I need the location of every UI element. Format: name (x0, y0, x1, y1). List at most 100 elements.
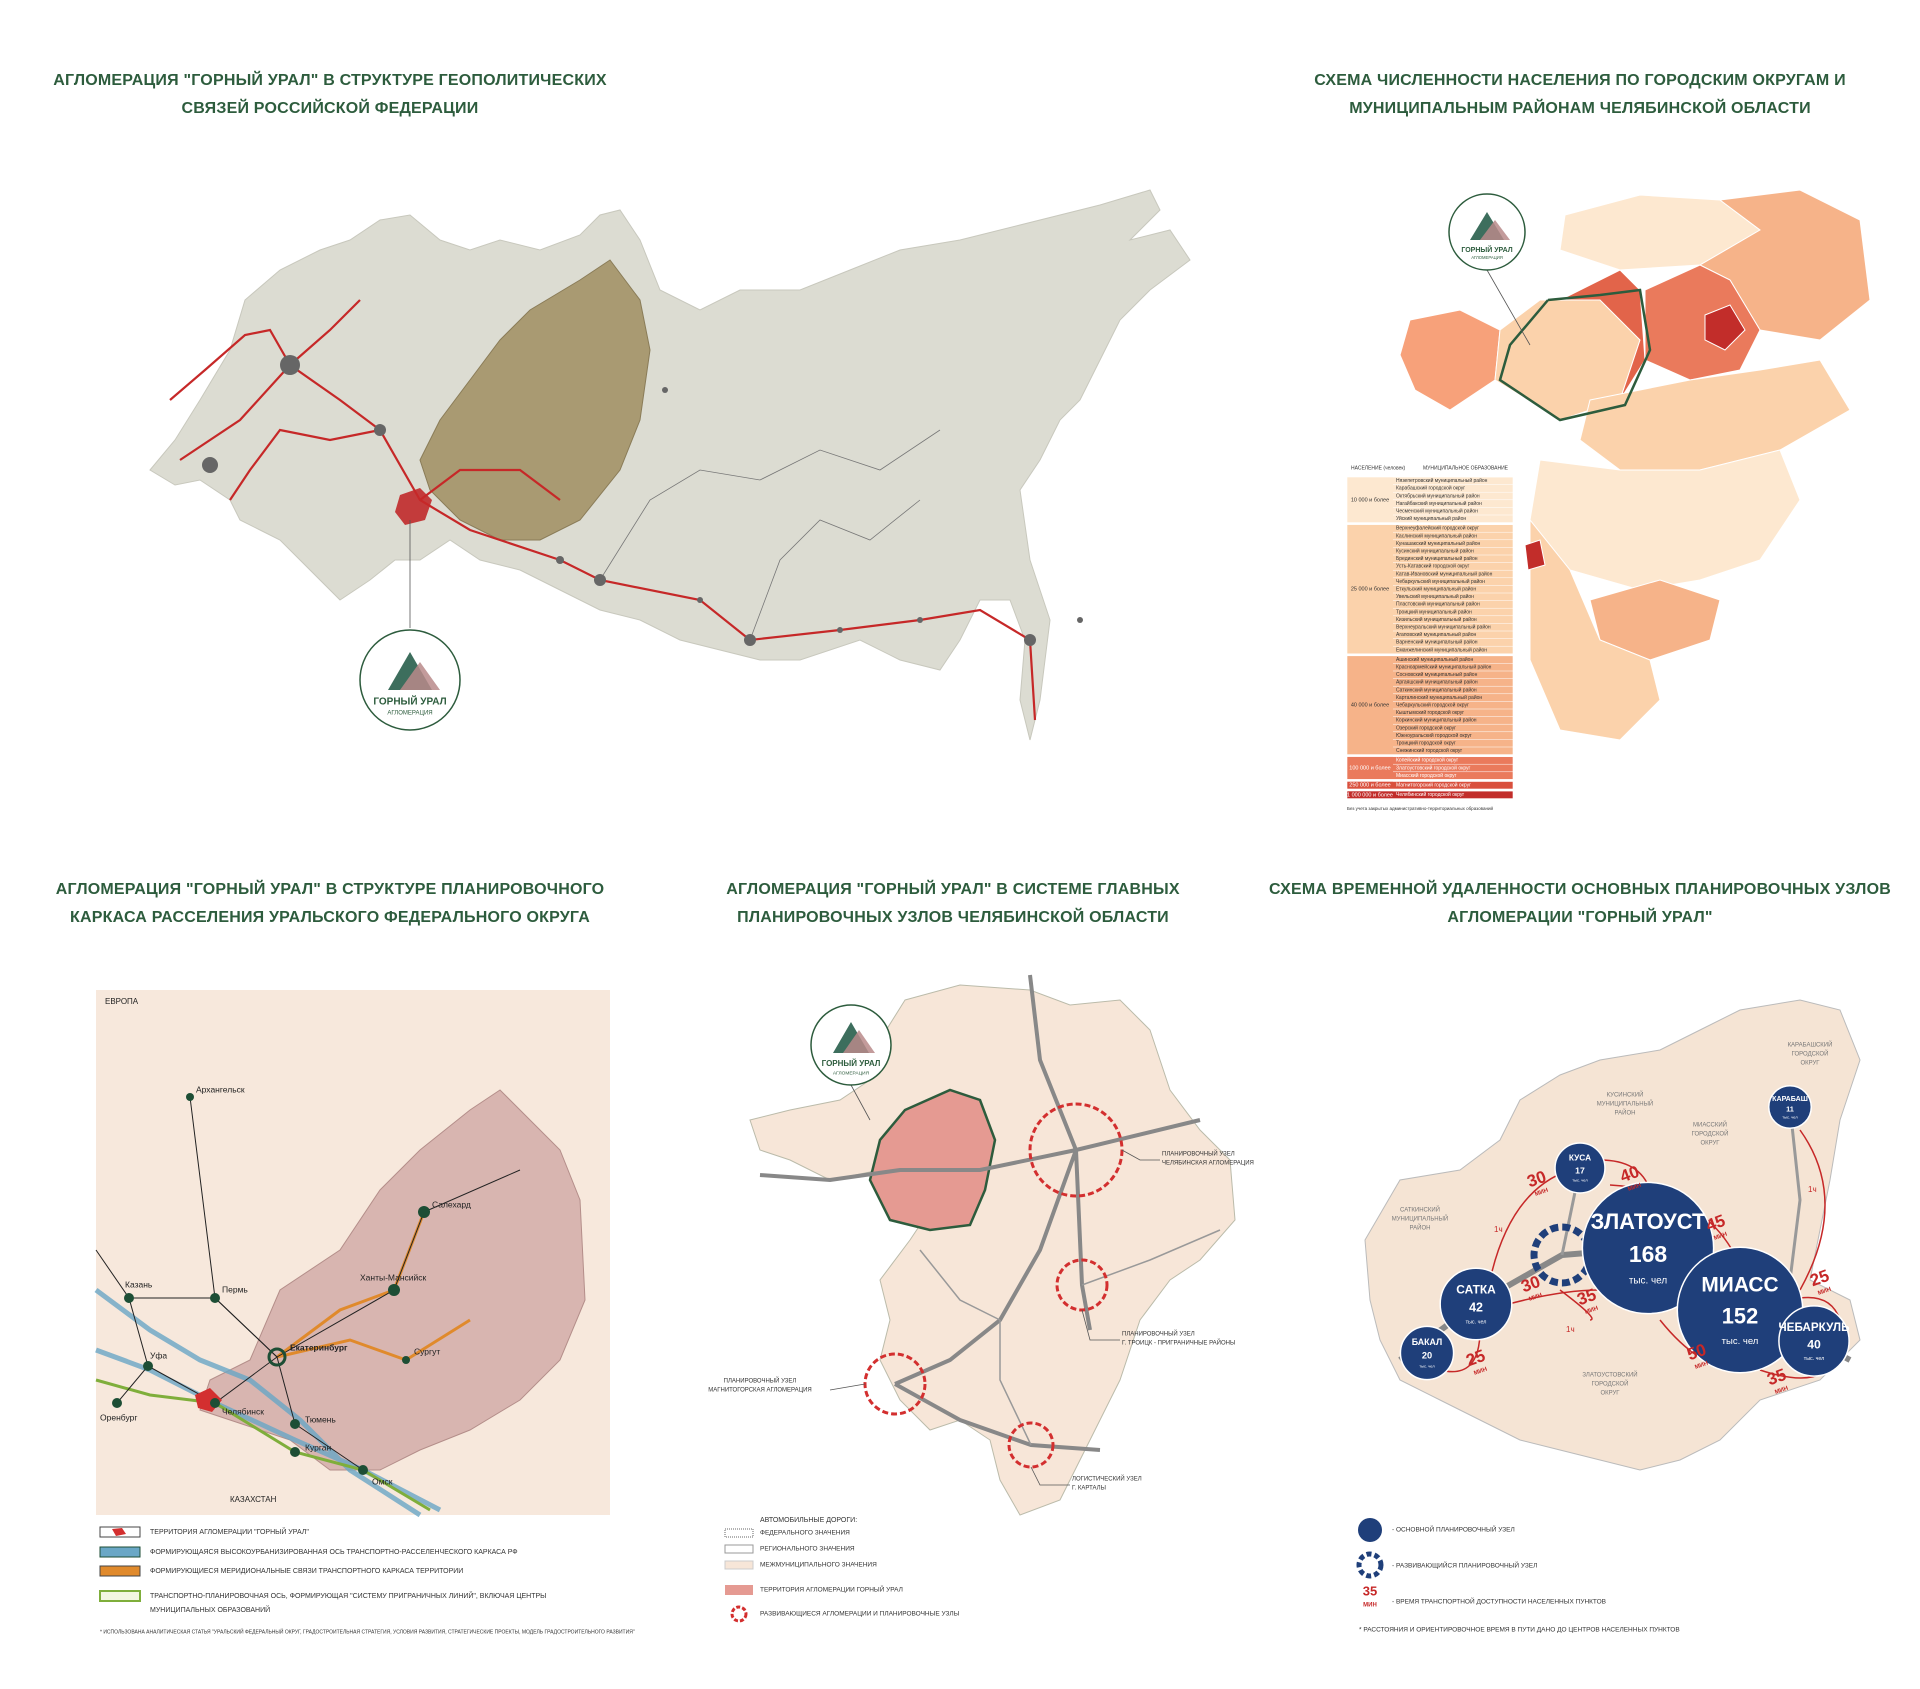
river (94, 1287, 422, 1518)
city (358, 1465, 368, 1475)
place-label: Оренбург (100, 1412, 137, 1422)
callout: Г. КАРТАЛЫ (1072, 1486, 1106, 1492)
hour-mark: 1ч (1566, 1325, 1575, 1334)
district-label: ОКРУГ (1600, 1391, 1620, 1397)
city (388, 1284, 400, 1296)
leader-line (850, 1084, 871, 1121)
label: МУНИЦИПАЛЬНОЕ ОБРАЗОВАНИЕ (1423, 465, 1509, 471)
district-label: РАЙОН (1410, 1224, 1431, 1232)
route (179, 363, 1037, 721)
district-label: ГОРОДСКОЙ (1792, 1050, 1829, 1058)
place-label: Екатеринбург (290, 1342, 348, 1352)
leader-line (829, 1383, 866, 1391)
place-label: Сургут (414, 1346, 440, 1356)
swatch (99, 1565, 141, 1577)
city (594, 574, 606, 586)
place-label: Курган (305, 1442, 331, 1452)
link (276, 1318, 471, 1362)
legend-range: 100 000 и более (1349, 765, 1390, 771)
legend-item: Челябинский городской округ (1396, 791, 1464, 798)
panel-title: КАРКАСА РАССЕЛЕНИЯ УРАЛЬСКОГО ФЕДЕРАЛЬНО… (70, 909, 590, 926)
callout: ПЛАНИРОВОЧНЫЙ УЗЕЛ (1162, 1150, 1235, 1158)
legend-item: Копейский городской округ (1396, 757, 1458, 764)
swatch (112, 1528, 126, 1536)
rail (95, 1249, 149, 1404)
swatch (99, 1590, 141, 1602)
time-unit: МИН (1713, 1232, 1728, 1242)
planning-node (1581, 1181, 1715, 1315)
framework-legend-swatches (99, 1526, 141, 1602)
node-unit: тыс. чел (1466, 1319, 1487, 1325)
legend-item: Красноармейский муниципальный район (1396, 664, 1492, 671)
legend-item: Верхнеуральский муниципальный район (1396, 624, 1491, 631)
node-name: САТКА (1456, 1283, 1496, 1297)
legend-item: Еткульский муниципальный район (1396, 586, 1476, 593)
city (290, 1419, 300, 1429)
planning-node (1439, 1267, 1513, 1341)
node-population: 40 (1807, 1337, 1821, 1351)
logo-mark (843, 1030, 875, 1053)
road (759, 1118, 1201, 1183)
panel-title: СХЕМА ЧИСЛЕННОСТИ НАСЕЛЕНИЯ ПО ГОРОДСКИМ… (1314, 72, 1846, 89)
legend-item: ТЕРРИТОРИЯ АГЛОМЕРАЦИИ "ГОРНЫЙ УРАЛ" (150, 1527, 309, 1536)
swatch (725, 1585, 753, 1595)
node-unit: тыс. чел (1804, 1356, 1824, 1362)
place-label: Тюмень (305, 1414, 336, 1424)
legend-time: 35 (1363, 1583, 1377, 1598)
city (202, 457, 218, 473)
leader-line (1486, 269, 1531, 346)
route (289, 299, 361, 366)
time-unit: МИН (1473, 1367, 1488, 1377)
planning-node (1399, 1325, 1455, 1381)
legend-item: Троицкий городской округ (1396, 740, 1456, 747)
road (749, 499, 921, 641)
russia-map (149, 189, 1191, 741)
legend-item: Октябрьский муниципальный район (1396, 492, 1480, 499)
district-label: МУНИЦИПАЛЬНЫЙ (1392, 1215, 1448, 1223)
legend-item: Карабашский городской округ (1396, 485, 1465, 492)
city (186, 1093, 194, 1101)
legend-item: Нагайбакский муниципальный район (1396, 500, 1482, 507)
legend-item: ФЕДЕРАЛЬНОГО ЗНАЧЕНИЯ (760, 1530, 850, 1537)
place-label: Челябинск (222, 1406, 264, 1416)
agglomeration (868, 1088, 997, 1232)
legend-item: Уйский муниципальный район (1396, 515, 1466, 522)
district (1529, 449, 1801, 591)
legend-range: 25 000 и более (1351, 587, 1389, 593)
legend-item: ТРАНСПОРТНО-ПЛАНИРОВОЧНАЯ ОСЬ, ФОРМИРУЮЩ… (150, 1591, 546, 1600)
city (1077, 617, 1083, 623)
legend-item: Южноуральский городской округ (1396, 732, 1472, 739)
city (556, 556, 564, 564)
city (124, 1293, 134, 1303)
legend-item: - ВРЕМЯ ТРАНСПОРТНОЙ ДОСТУПНОСТИ НАСЕЛЕН… (1392, 1597, 1606, 1606)
swatch (724, 1544, 754, 1554)
time-unit: МИН (1774, 1386, 1789, 1396)
logo-mark (1480, 220, 1510, 240)
legend-item: РЕГИОНАЛЬНОГО ЗНАЧЕНИЯ (760, 1546, 855, 1553)
minor-roads (599, 429, 941, 641)
node-population: 152 (1722, 1303, 1758, 1328)
time-unit: МИН (1627, 1183, 1642, 1193)
legend-item: Кизильский муниципальный район (1396, 616, 1477, 623)
logo-name: ГОРНЫЙ УРАЛ (373, 695, 446, 708)
legend-item: Чесменский муниципальный район (1396, 508, 1478, 515)
node-unit: тыс. чел (1572, 1178, 1588, 1183)
node-name: БАКАЛ (1412, 1337, 1443, 1347)
district-label: КУСИНСКИЙ (1607, 1091, 1644, 1099)
arc (1559, 1289, 1593, 1321)
city (210, 1398, 220, 1408)
city (917, 617, 923, 623)
city (267, 1347, 287, 1367)
legend-range: 10 000 и более (1351, 497, 1389, 503)
legend-range: 40 000 и более (1351, 703, 1389, 709)
city (837, 627, 843, 633)
road (894, 1382, 1101, 1452)
logo-name: ГОРНЫЙ УРАЛ (1461, 245, 1512, 254)
legend-item: Варненский муниципальный район (1396, 639, 1478, 646)
legend-item: Златоустовский городской округ (1396, 764, 1471, 771)
district (1559, 269, 1646, 401)
logo-name: ГОРНЫЙ УРАЛ (822, 1059, 881, 1068)
leader-lines (829, 1084, 1160, 1486)
agglomeration-border (1498, 288, 1652, 422)
